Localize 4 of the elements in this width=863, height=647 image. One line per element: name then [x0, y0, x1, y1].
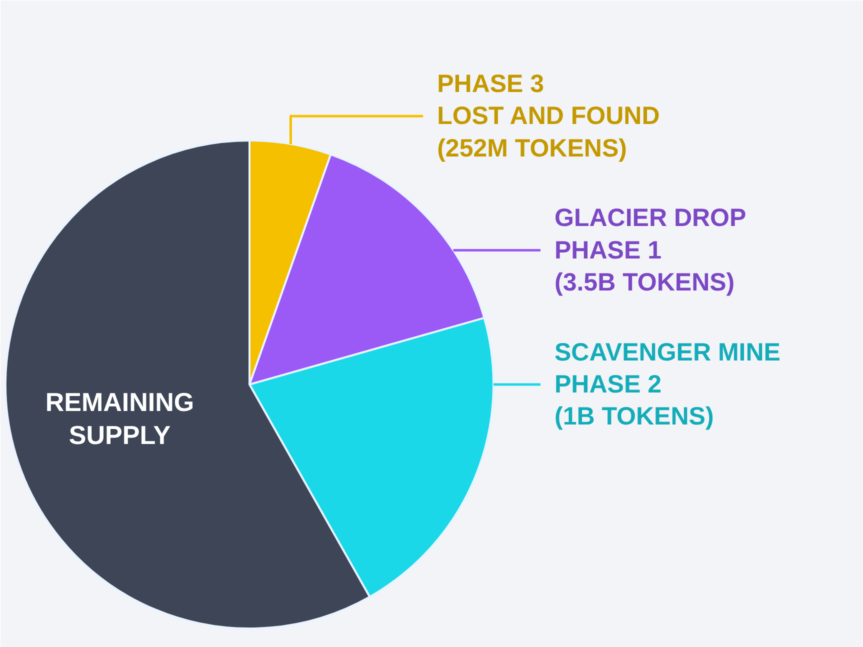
slice-label: SCAVENGER MINE PHASE 2 (1B TOKENS)	[554, 338, 780, 431]
slice-label: GLACIER DROP PHASE 1 (3.5B TOKENS)	[554, 204, 746, 296]
slice-label: PHASE 3 LOST AND FOUND (252M TOKENS)	[437, 70, 660, 162]
slice-label: REMAINING SUPPLY	[45, 387, 194, 450]
